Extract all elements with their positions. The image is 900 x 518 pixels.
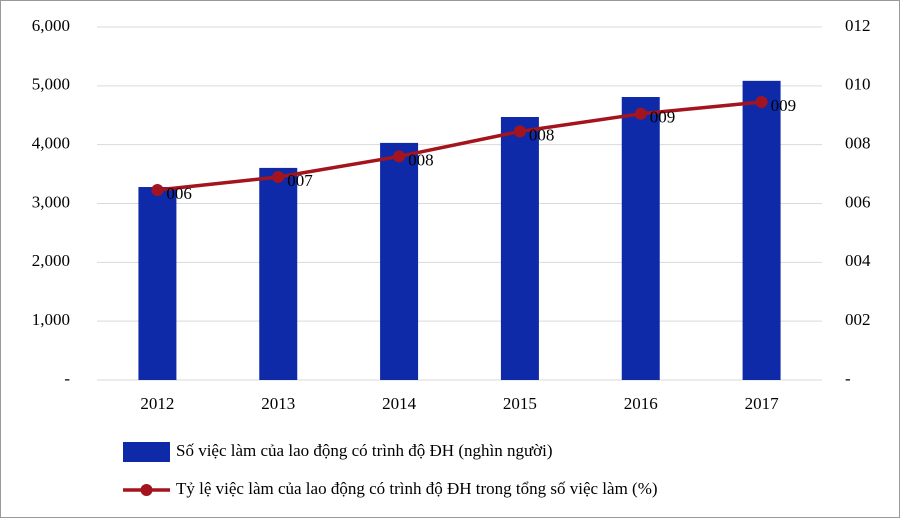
data-label: 009 (650, 108, 676, 127)
data-label: 006 (166, 184, 192, 203)
y2-tick-label: 006 (845, 192, 871, 211)
x-tick-label: 2013 (261, 394, 295, 413)
line-marker (393, 150, 406, 163)
bar (380, 142, 419, 380)
y-tick-label: 1,000 (32, 310, 70, 329)
bar (621, 97, 660, 381)
bar (138, 187, 177, 380)
y-tick-label: 5,000 (32, 75, 70, 94)
line-marker (272, 171, 285, 184)
legend-swatch-marker (140, 484, 153, 496)
data-label: 008 (408, 150, 434, 169)
y-tick-label: 4,000 (32, 134, 70, 153)
x-tick-label: 2014 (382, 394, 417, 413)
y2-tick-label: 010 (845, 75, 871, 94)
bar (500, 117, 539, 380)
y-tick-label: 2,000 (32, 251, 70, 270)
data-label: 009 (771, 96, 797, 115)
y2-tick-label: 012 (845, 16, 871, 35)
line-marker (634, 107, 647, 120)
x-tick-label: 2016 (624, 394, 658, 413)
legend-label: Số việc làm của lao động có trình độ ĐH … (176, 441, 553, 460)
y-tick-label: 6,000 (32, 16, 70, 35)
bar (259, 167, 298, 380)
y2-tick-label: 008 (845, 134, 871, 153)
line-marker (755, 96, 768, 109)
legend-label: Tỷ lệ việc làm của lao động có trình độ … (176, 479, 658, 498)
y2-tick-label: 002 (845, 310, 871, 329)
x-tick-label: 2015 (503, 394, 537, 413)
line-marker (151, 183, 164, 196)
y2-tick-label: - (845, 369, 851, 388)
line-marker (513, 125, 526, 138)
x-tick-label: 2017 (745, 394, 780, 413)
x-tick-label: 2012 (140, 394, 174, 413)
bar (742, 80, 781, 381)
y-tick-label: 3,000 (32, 192, 70, 211)
y2-tick-label: 004 (845, 251, 871, 270)
legend-swatch (123, 442, 170, 462)
line (157, 100, 762, 192)
data-label: 007 (287, 171, 313, 190)
data-label: 008 (529, 125, 555, 144)
y-tick-label: - (64, 369, 70, 388)
